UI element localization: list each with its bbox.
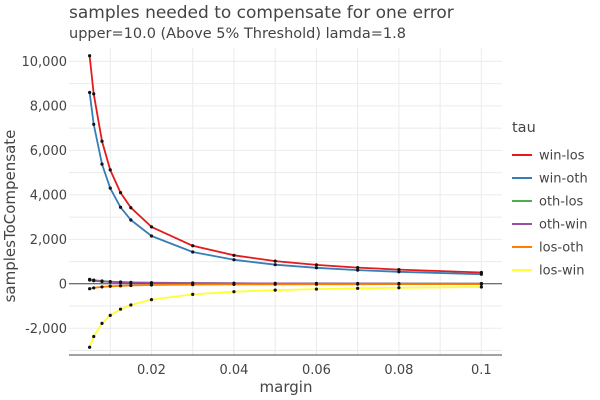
data-point-los-win [191, 292, 195, 296]
x-tick-label: 0.02 [137, 363, 166, 378]
data-point-oth-win [108, 280, 112, 284]
data-point-los-win [129, 303, 133, 307]
data-point-win-oth [191, 250, 195, 254]
data-point-win-los [92, 92, 96, 96]
data-point-los-oth [479, 282, 483, 286]
series-line-win-los [88, 55, 482, 274]
data-point-win-los [314, 263, 319, 267]
data-point-los-win [100, 321, 104, 326]
tick-labels: 0.02 0.04 0.06 0.08 0.1 -2,000 0 2,000 4,000 6,00… [22, 55, 492, 378]
data-point-los-oth [273, 282, 277, 286]
data-point-los-win [118, 307, 123, 311]
series-lines [88, 54, 483, 349]
legend-label-oth-win: oth-win [539, 218, 587, 233]
data-point-los-oth [92, 286, 96, 290]
data-point-win-los [191, 244, 195, 248]
y-tick-label: 0 [59, 277, 67, 292]
data-point-los-oth [88, 287, 92, 291]
data-point-los-oth [191, 283, 195, 287]
data-point-los-oth [314, 282, 319, 286]
data-point-win-los [100, 139, 104, 143]
y-tick-label: 8,000 [30, 99, 67, 114]
data-point-win-oth [273, 263, 277, 267]
data-point-los-win [356, 286, 360, 290]
data-point-los-win [273, 288, 277, 292]
y-tick-label: 6,000 [30, 144, 67, 159]
data-point-oth-win [100, 279, 104, 284]
data-point-los-win [232, 290, 236, 294]
data-point-win-los [118, 191, 123, 195]
legend-label-win-oth: win-oth [539, 172, 588, 187]
data-point-win-los [356, 265, 360, 270]
series-line-los-win [88, 286, 482, 348]
data-point-win-los [108, 168, 112, 172]
data-point-win-oth [108, 186, 112, 190]
chart-subtitle: upper=10.0 (Above 5% Threshold) lamda=1.… [69, 26, 406, 42]
data-point-win-oth [356, 268, 360, 272]
data-point-win-oth [88, 90, 92, 95]
legend-label-los-oth: los-oth [539, 241, 584, 256]
data-point-los-oth [356, 282, 360, 286]
data-point-win-oth [100, 162, 104, 166]
data-point-los-oth [149, 283, 154, 287]
series-line-win-oth [88, 92, 482, 276]
data-point-los-oth [100, 285, 104, 289]
legend-label-win-los: win-los [539, 149, 585, 164]
x-tick-label: 0.1 [471, 363, 492, 378]
data-point-los-oth [108, 284, 112, 288]
data-point-los-win [314, 287, 319, 291]
grid [69, 48, 502, 356]
legend-label-los-win: los-win [539, 264, 585, 279]
x-tick-label: 0.08 [384, 363, 413, 378]
data-point-oth-win [88, 278, 92, 282]
data-point-win-los [129, 206, 133, 210]
chart-title: samples needed to compensate for one err… [69, 3, 454, 23]
y-tick-label: 2,000 [30, 233, 67, 248]
x-axis-title: margin [260, 378, 313, 396]
data-point-win-los [273, 259, 277, 263]
data-point-los-win [397, 286, 401, 290]
legend: tau win-los win-oth oth-los oth-win los-oth l… [512, 120, 588, 279]
data-point-win-oth [479, 272, 483, 276]
data-point-los-win [92, 334, 96, 339]
data-point-win-oth [92, 122, 96, 126]
data-point-los-oth [232, 282, 236, 287]
data-point-win-oth [149, 234, 154, 238]
y-tick-label: 10,000 [22, 55, 68, 70]
data-point-oth-win [129, 280, 133, 285]
data-point-oth-win [92, 279, 96, 283]
data-point-win-oth [314, 266, 319, 270]
legend-label-oth-los: oth-los [539, 195, 584, 210]
data-point-los-win [479, 285, 483, 289]
legend-title: tau [512, 120, 536, 136]
data-point-los-oth [397, 282, 401, 286]
x-tick-label: 0.06 [302, 363, 331, 378]
data-point-win-los [88, 54, 92, 58]
data-point-win-oth [118, 205, 123, 209]
data-point-win-oth [397, 270, 401, 274]
data-point-los-win [149, 298, 154, 302]
data-point-los-oth [129, 283, 133, 288]
x-tick-label: 0.04 [219, 363, 248, 378]
data-point-win-los [232, 253, 236, 257]
data-point-los-win [88, 345, 92, 349]
data-point-win-oth [232, 258, 236, 262]
y-axis-title: samplesToCompensate [1, 130, 19, 303]
data-point-los-win [108, 313, 112, 318]
data-point-oth-win [118, 280, 123, 284]
data-point-win-los [397, 267, 401, 272]
y-tick-label: -2,000 [25, 322, 67, 337]
data-point-win-los [149, 225, 154, 229]
data-point-win-oth [129, 218, 133, 222]
data-point-los-oth [118, 284, 123, 288]
y-tick-label: 4,000 [30, 188, 67, 203]
